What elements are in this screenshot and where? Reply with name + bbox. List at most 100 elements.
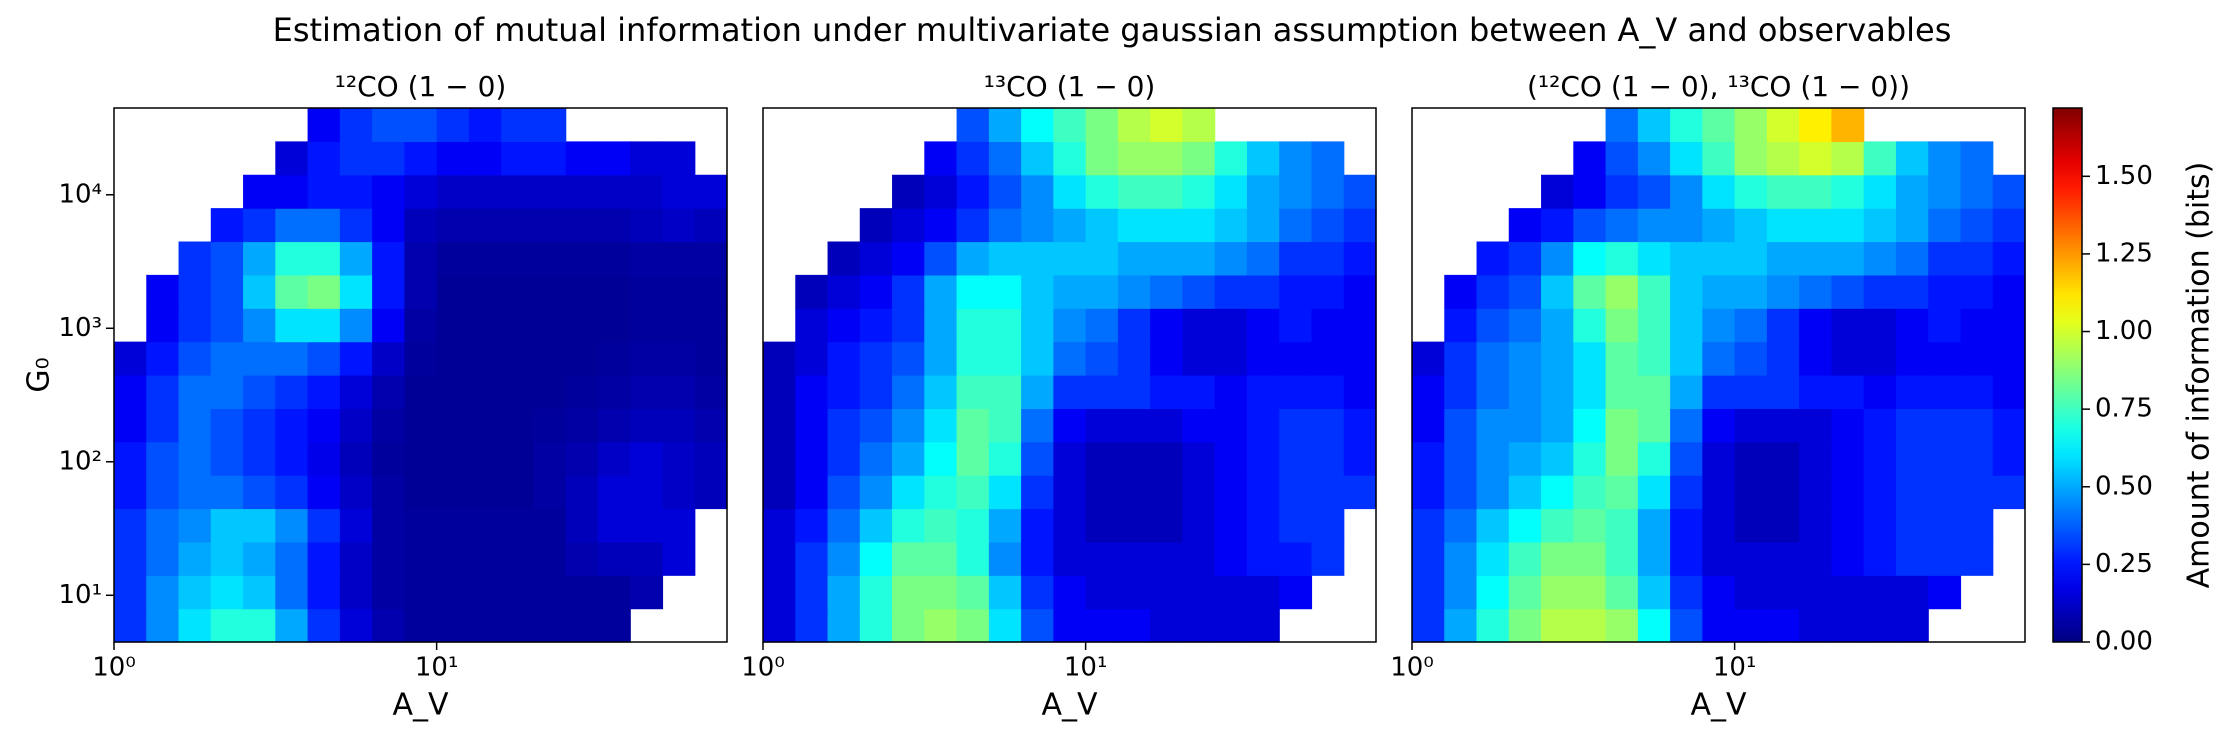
heatmap-cell	[1085, 208, 1119, 243]
heatmap-cell	[275, 141, 309, 176]
heatmap-cell	[1246, 608, 1280, 643]
heatmap-cell	[210, 341, 244, 376]
heatmap-cell	[1117, 508, 1151, 543]
heatmap-cell	[1053, 141, 1087, 176]
heatmap-cell	[565, 575, 599, 610]
heatmap-cell	[243, 374, 276, 409]
heatmap-cell	[1605, 374, 1639, 409]
heatmap-cell	[1734, 408, 1768, 443]
heatmap-cell	[694, 374, 728, 409]
heatmap-cell	[1343, 441, 1377, 476]
x-tick-label: 10⁰	[1390, 653, 1434, 683]
heatmap-cell	[1573, 374, 1607, 409]
heatmap-cell	[956, 608, 990, 643]
heatmap-cell	[146, 575, 180, 610]
heatmap-cell	[1992, 408, 2026, 443]
heatmap-cell	[1734, 374, 1768, 409]
heatmap-cell	[1182, 341, 1216, 376]
heatmap-cell	[1960, 141, 1994, 176]
heatmap-cell	[859, 541, 893, 576]
heatmap-cell	[468, 408, 502, 443]
heatmap-cell	[827, 475, 861, 510]
heatmap-cell	[763, 475, 796, 510]
heatmap-cell	[372, 441, 405, 476]
heatmap-cell	[956, 108, 990, 142]
x-tick-label: 10¹	[1713, 653, 1757, 683]
heatmap-cell	[436, 274, 470, 309]
heatmap-cell	[988, 608, 1022, 643]
heatmap-cell	[436, 208, 470, 243]
heatmap-cell	[178, 274, 212, 309]
heatmap-cell	[565, 208, 599, 243]
heatmap-cell	[372, 208, 405, 243]
heatmap-cell	[795, 575, 829, 610]
heatmap-cell	[630, 374, 664, 409]
heatmap-cell	[597, 241, 631, 276]
heatmap-cell	[1605, 475, 1639, 510]
heatmap-cell	[146, 374, 180, 409]
heatmap-cell	[956, 308, 990, 343]
heatmap-cell	[597, 274, 631, 309]
heatmap-cell	[1117, 408, 1151, 443]
heatmap-cell	[1541, 508, 1574, 543]
heatmap-cell	[243, 475, 276, 510]
heatmap-cell	[1863, 341, 1897, 376]
heatmap-cell	[275, 575, 309, 610]
heatmap-cell	[1734, 274, 1768, 309]
heatmap-cell	[1573, 208, 1607, 243]
heatmap-cell	[1605, 408, 1639, 443]
panel-title: (¹²CO (1 − 0), ¹³CO (1 − 0))	[1527, 70, 1910, 103]
heatmap-cell	[662, 274, 696, 309]
heatmap-cell	[307, 208, 341, 243]
heatmap-cell	[339, 308, 373, 343]
heatmap-cell	[795, 475, 829, 510]
heatmap-cell	[307, 608, 341, 643]
heatmap-cell	[533, 274, 567, 309]
heatmap-cell	[1960, 308, 1994, 343]
heatmap-cell	[988, 241, 1022, 276]
heatmap-cell	[662, 241, 696, 276]
heatmap-cell	[1928, 274, 1962, 309]
heatmap-cell	[1053, 108, 1087, 142]
heatmap-cell	[1831, 308, 1865, 343]
heatmap-cell	[501, 141, 535, 176]
heatmap-cell	[1214, 174, 1248, 209]
heatmap-cell	[1573, 508, 1607, 543]
heatmap-cell	[468, 141, 502, 176]
heatmap-cell	[1021, 508, 1054, 543]
heatmap-cell	[1343, 208, 1377, 243]
heatmap-cell	[988, 174, 1022, 209]
heatmap-cell	[694, 208, 728, 243]
heatmap-cell	[956, 174, 990, 209]
heatmap-cell	[1992, 374, 2026, 409]
heatmap-cell	[988, 108, 1022, 142]
heatmap-cell	[210, 608, 244, 643]
heatmap-cell	[339, 508, 373, 543]
heatmap-cell	[1863, 308, 1897, 343]
heatmap-cell	[1182, 274, 1216, 309]
heatmap-cell	[1960, 274, 1994, 309]
heatmap-cell	[404, 374, 438, 409]
heatmap-cell	[1412, 575, 1445, 610]
heatmap-cell	[1021, 208, 1054, 243]
heatmap-cell	[1573, 141, 1607, 176]
heatmap-cell	[565, 241, 599, 276]
heatmap-cell	[1279, 308, 1313, 343]
heatmap-cell	[339, 408, 373, 443]
heatmap-cell	[1214, 575, 1248, 610]
heatmap-cell	[339, 541, 373, 576]
heatmap-cell	[1117, 174, 1151, 209]
heatmap-cell	[275, 408, 309, 443]
heatmap-cell	[339, 608, 373, 643]
heatmap-cell	[924, 308, 958, 343]
heatmap-cell	[468, 108, 502, 142]
y-tick-label: 10²	[58, 446, 102, 476]
heatmap-cell	[827, 508, 861, 543]
heatmap-cell	[1766, 208, 1800, 243]
heatmap-cell	[1573, 274, 1607, 309]
heatmap-cell	[1863, 408, 1897, 443]
heatmap-cell	[468, 274, 502, 309]
heatmap-cell	[1605, 541, 1639, 576]
heatmap-cell	[988, 274, 1022, 309]
heatmap-cell	[795, 341, 829, 376]
